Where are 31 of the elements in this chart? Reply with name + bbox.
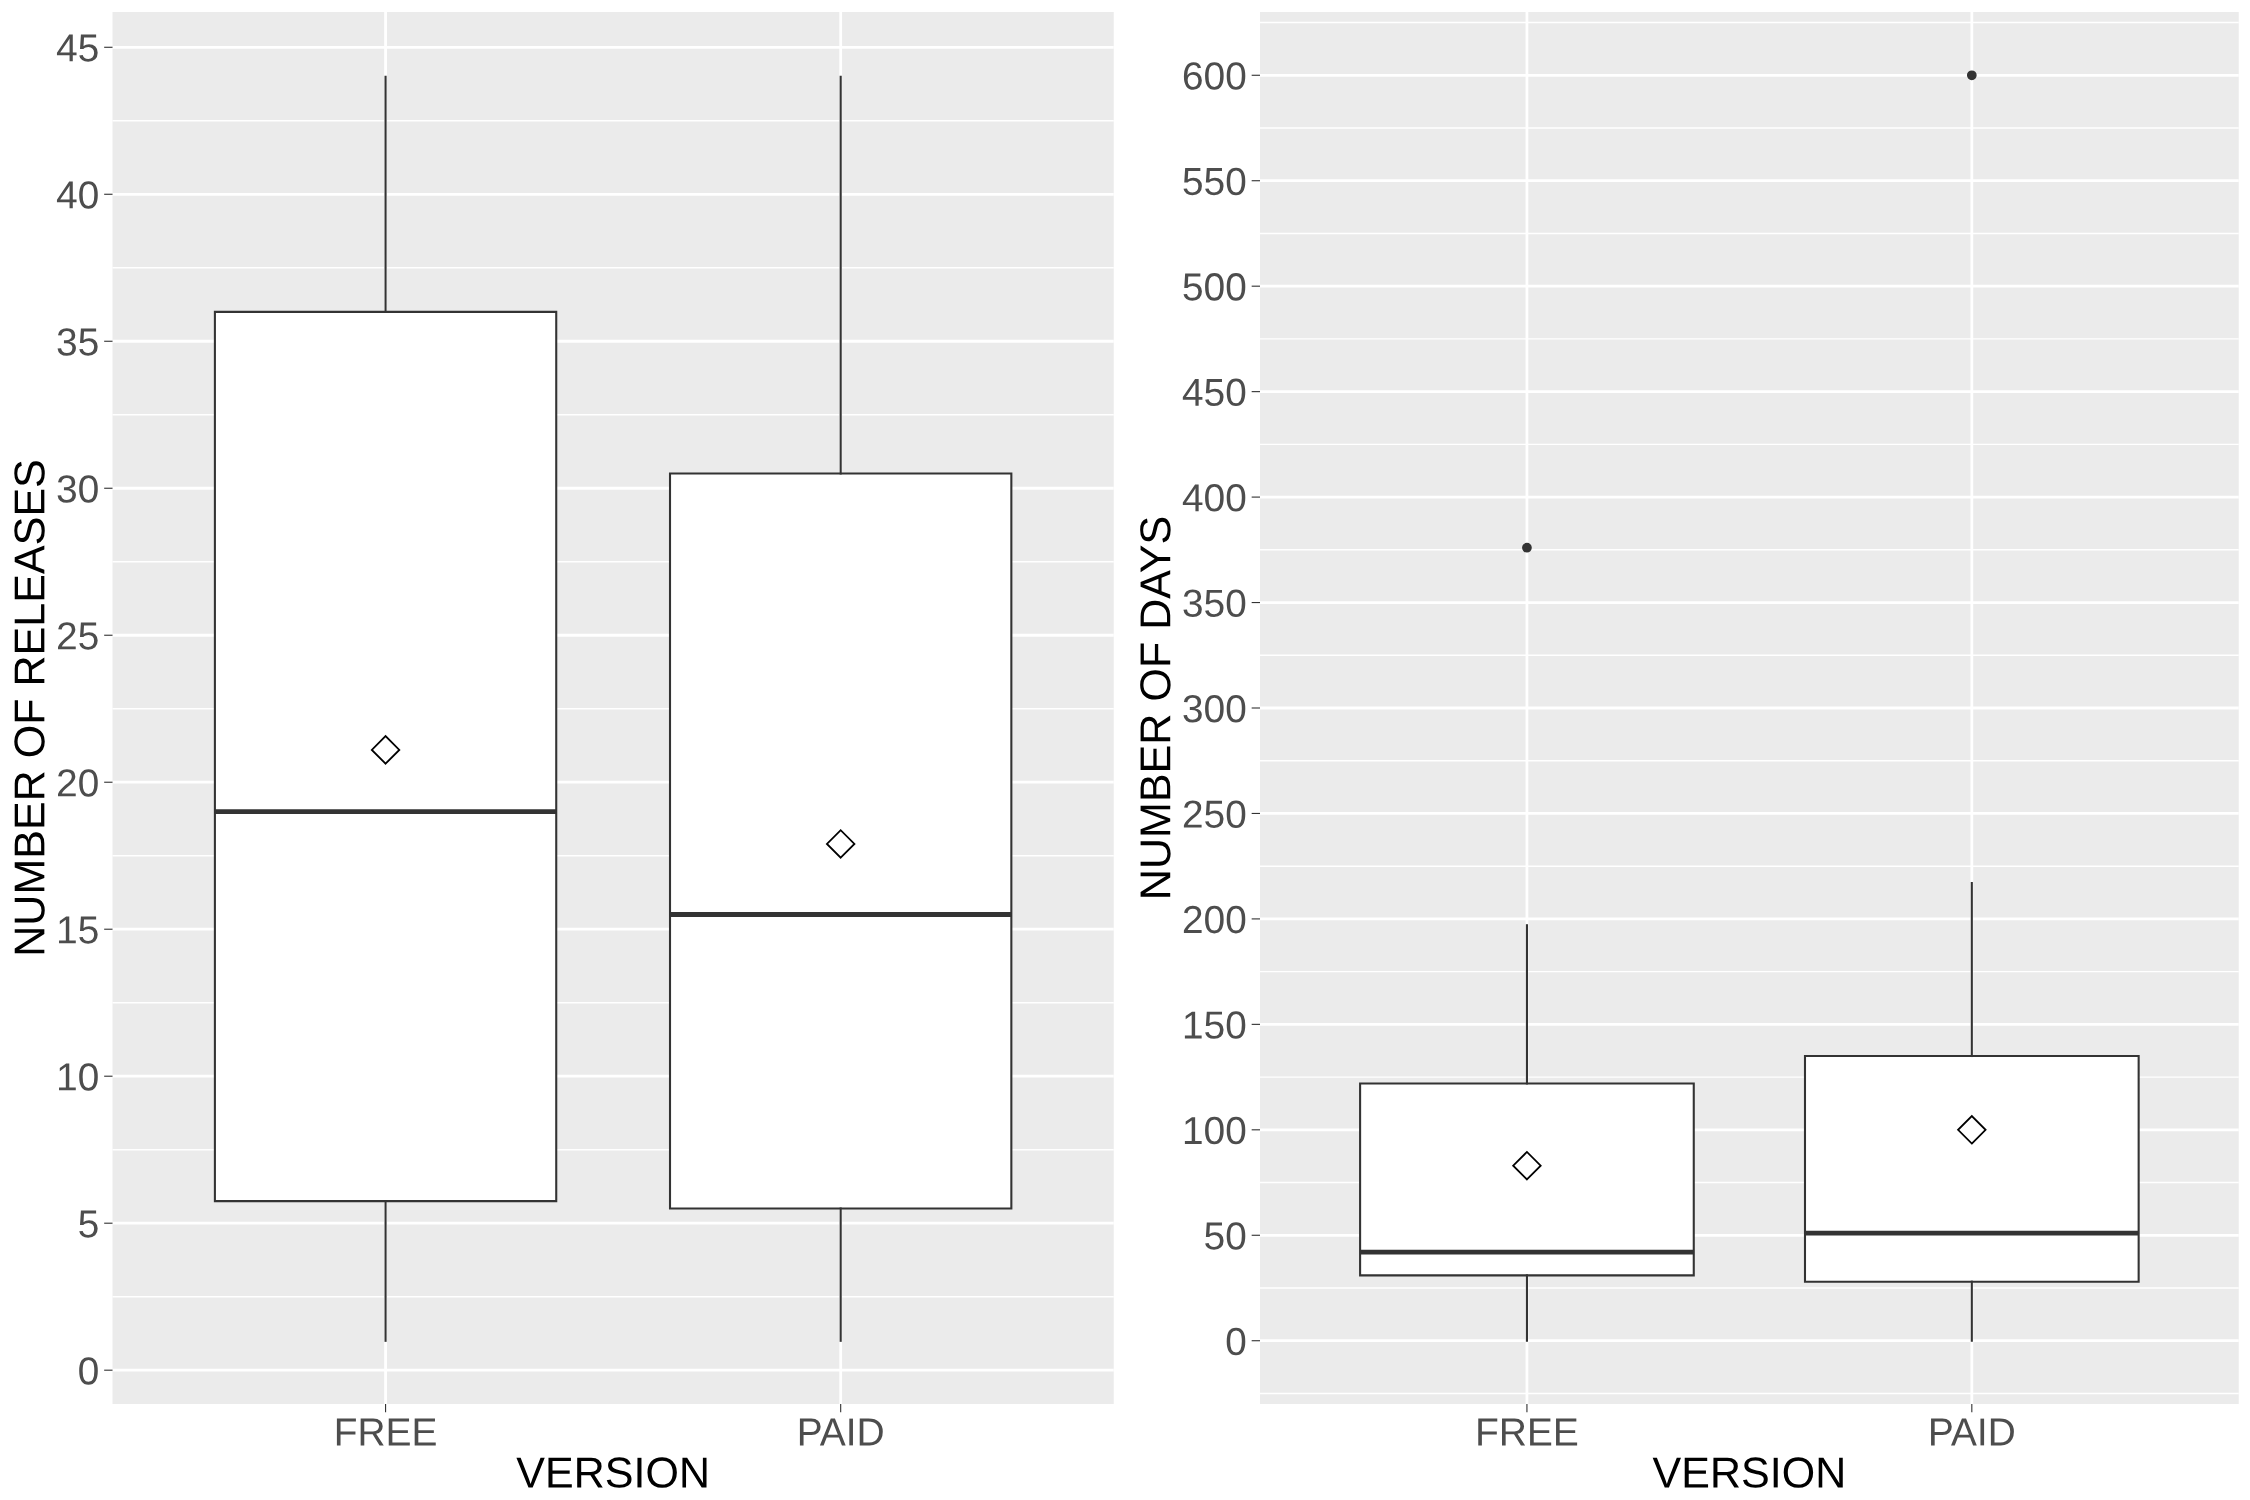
y-tick-label: 40	[56, 181, 98, 209]
x-tick-label: PAID	[1931, 1418, 2014, 1446]
y-axis-title: NUMBER OF RELEASES	[14, 461, 45, 954]
y-tick-label: 45	[56, 34, 98, 62]
x-tick-label: FREE	[1478, 1418, 1578, 1446]
x-axis-title: VERSION	[516, 1457, 707, 1488]
y-tick-label: 150	[1184, 1011, 1246, 1039]
y-tick-label: 450	[1182, 378, 1246, 407]
x-axis-title: VERSION	[1652, 1457, 1843, 1488]
y-tick-label: 500	[1183, 273, 1246, 301]
y-tick-label: 20	[58, 769, 98, 797]
y-tick-label: 0	[79, 1357, 98, 1385]
y-tick-label: 30	[57, 475, 98, 503]
y-tick-label: 50	[1205, 1222, 1246, 1250]
y-tick-label: 35	[57, 328, 98, 356]
y-tick-label: 600	[1183, 62, 1246, 90]
y-tick-label: 550	[1183, 167, 1246, 196]
x-tick-label: FREE	[336, 1418, 436, 1446]
y-tick-label: 300	[1183, 694, 1246, 723]
x-tick-label: PAID	[799, 1418, 883, 1446]
y-tick-label: 100	[1184, 1116, 1246, 1145]
y-tick-label: 400	[1182, 484, 1246, 512]
y-tick-label: 250	[1183, 800, 1246, 828]
y-axis-title: NUMBER OF DAYS	[1140, 517, 1171, 897]
y-tick-label: 25	[58, 622, 98, 650]
y-tick-label: 0	[1226, 1327, 1246, 1356]
y-tick-label: 10	[59, 1063, 98, 1091]
y-tick-label: 5	[79, 1210, 98, 1238]
y-tick-label: 350	[1183, 589, 1246, 618]
y-tick-label: 15	[59, 916, 98, 944]
y-tick-label: 200	[1183, 905, 1246, 934]
